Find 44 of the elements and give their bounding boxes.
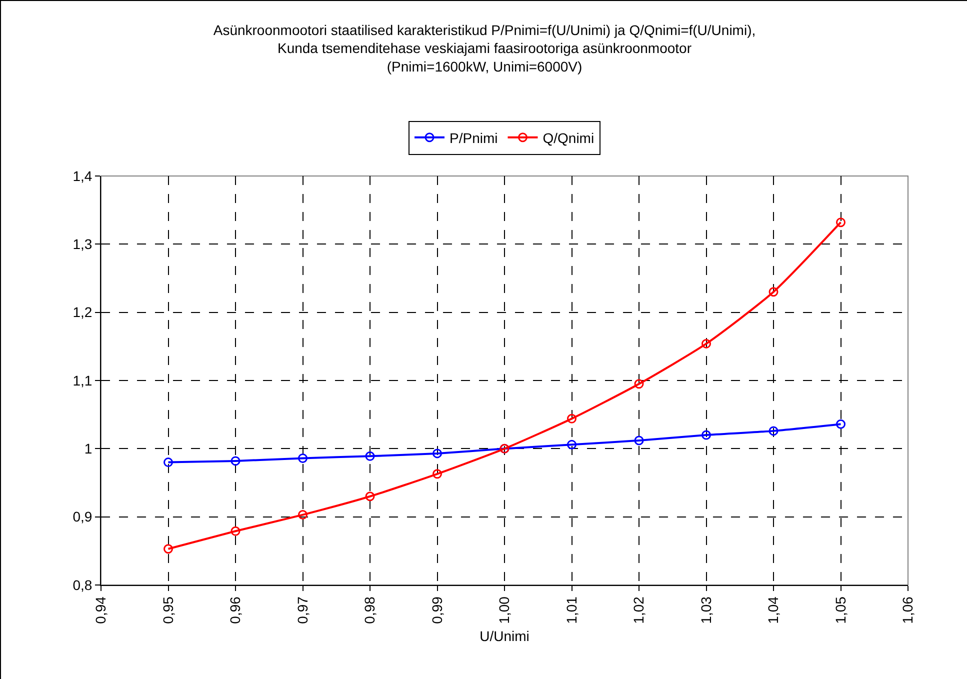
y-tick-label: 1,3 bbox=[72, 236, 92, 252]
x-tick-label: 1,00 bbox=[496, 596, 512, 624]
x-axis-title: U/Unimi bbox=[480, 628, 530, 644]
x-tick-label: 1,05 bbox=[832, 596, 848, 624]
point bbox=[164, 544, 173, 554]
point bbox=[768, 426, 778, 436]
point bbox=[365, 492, 375, 502]
point bbox=[298, 510, 308, 520]
x-tick-label: 0,95 bbox=[160, 596, 176, 624]
y-tick-label: 1 bbox=[84, 440, 92, 457]
y-tick-label: 0,8 bbox=[72, 576, 92, 593]
point bbox=[567, 440, 576, 450]
point bbox=[836, 218, 846, 228]
point bbox=[365, 451, 375, 461]
point bbox=[702, 430, 711, 440]
y-tick-label: 1,1 bbox=[72, 372, 92, 388]
x-tick-label: 1,04 bbox=[765, 596, 782, 624]
legend-label: P/Pnimi bbox=[450, 130, 498, 146]
y-tick-label: 0,9 bbox=[72, 508, 92, 525]
x-tick-label: 0,97 bbox=[294, 596, 310, 624]
point bbox=[230, 456, 240, 466]
point bbox=[164, 458, 173, 468]
x-tick-label: 0,99 bbox=[428, 596, 445, 624]
x-tick-label: 1,02 bbox=[630, 596, 647, 624]
x-tick-label: 0,98 bbox=[362, 596, 378, 624]
point bbox=[634, 436, 644, 446]
y-tick-label: 1,2 bbox=[72, 304, 92, 320]
x-tick-label: 0,94 bbox=[92, 596, 109, 624]
point bbox=[432, 448, 442, 458]
legend-label: Q/Qnimi bbox=[542, 130, 594, 146]
point bbox=[702, 338, 711, 348]
x-tick-label: 0,96 bbox=[227, 596, 244, 624]
point bbox=[768, 287, 778, 297]
point bbox=[836, 419, 846, 429]
x-tick-label: 1,01 bbox=[563, 596, 580, 624]
x-tick-label: 1,06 bbox=[900, 596, 916, 624]
point bbox=[298, 453, 308, 463]
chart-title: Asünkroonmootori staatilised karakteristikud P/Pnimi=f(U/Unimi) ja Q/Qnimi=f(U/Unimi), Kunda tsemenditehase veskiajami faasirootoriga asünkroonmootor (Pnimi=1600kW, Unimi=6000V) bbox=[213, 22, 756, 74]
y-tick-label: 1,4 bbox=[72, 168, 92, 184]
x-tick-label: 1,03 bbox=[698, 596, 714, 624]
point bbox=[634, 379, 644, 389]
point bbox=[230, 526, 240, 536]
point bbox=[432, 469, 442, 479]
point bbox=[567, 414, 576, 424]
